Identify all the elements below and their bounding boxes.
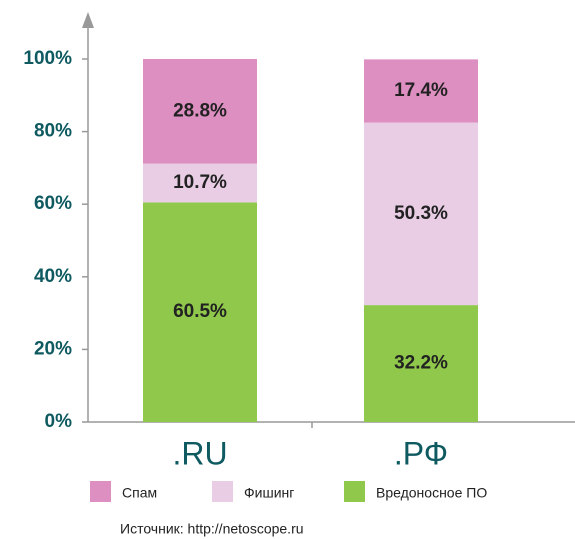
source: Источник: http://netoscope.ru: [120, 521, 304, 537]
bar-segment: [364, 59, 478, 123]
value-label: 28.8%: [173, 100, 227, 121]
x-tick-label: .RU: [172, 435, 227, 471]
legend-swatch: [212, 481, 233, 502]
legend-swatch: [344, 481, 365, 502]
legend-label: Фишинг: [244, 485, 294, 501]
bar-segment: [143, 202, 257, 422]
x-tick-label: .РФ: [394, 435, 448, 471]
value-label: 60.5%: [173, 301, 227, 322]
value-label: 32.2%: [394, 353, 448, 374]
value-label: 17.4%: [394, 80, 448, 101]
legend-label: Спам: [122, 485, 157, 501]
bar-segment: [364, 122, 478, 306]
y-tick-label: 60%: [34, 193, 72, 214]
y-tick-label: 0%: [45, 411, 73, 432]
y-axis-arrow: [82, 12, 94, 28]
y-tick-label: 100%: [23, 48, 72, 69]
bar-segment: [143, 59, 257, 164]
value-label: 50.3%: [394, 203, 448, 224]
value-label: 10.7%: [173, 172, 227, 193]
y-tick-label: 40%: [34, 266, 72, 287]
bar-segment: [143, 163, 257, 203]
y-tick-label: 20%: [34, 338, 72, 359]
legend-swatch: [90, 481, 111, 502]
legend-label: Вредоносное ПО: [376, 485, 487, 501]
y-tick-label: 80%: [34, 121, 72, 142]
bar-segment: [364, 305, 478, 422]
